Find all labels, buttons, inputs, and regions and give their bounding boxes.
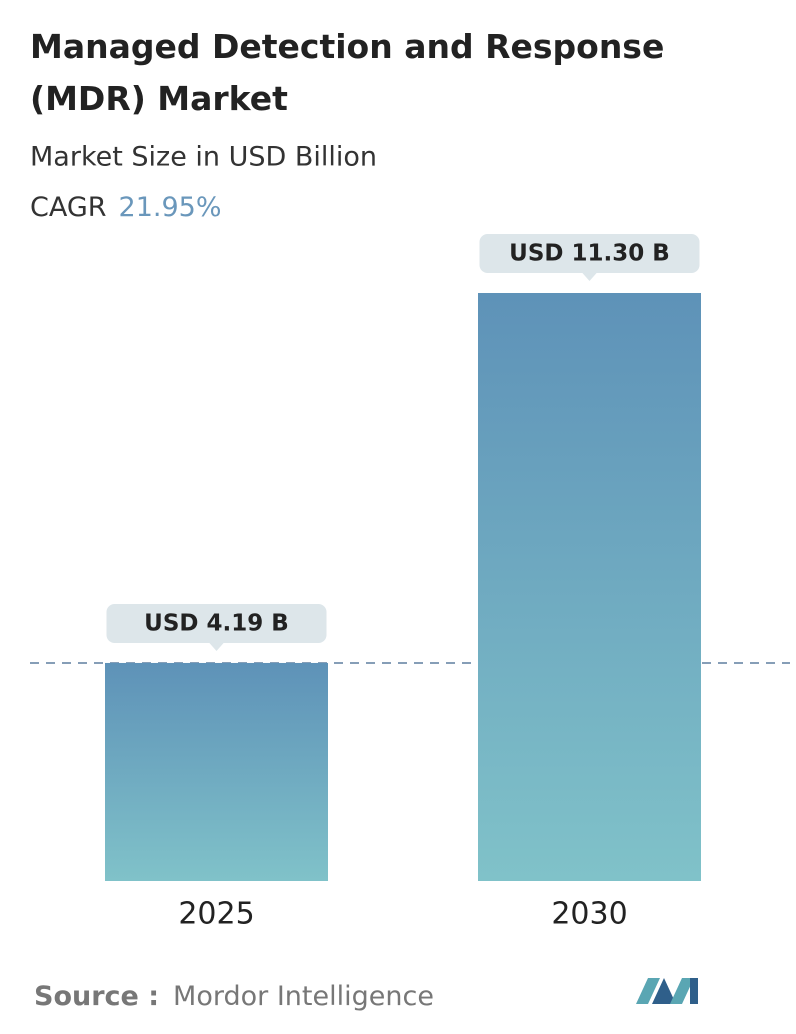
value-label-pointer xyxy=(581,272,598,281)
x-tick-label: 2030 xyxy=(551,897,627,932)
value-label-box xyxy=(106,603,327,643)
source-label: Source : xyxy=(34,981,159,1012)
value-label: USD 4.19 B xyxy=(144,610,289,636)
plot-area: USD 4.19 B 2025 USD 11.30 B 2030 xyxy=(30,234,790,932)
source: Source : Mordor Intelligence xyxy=(34,981,434,1012)
chart-subtitle: Market Size in USD Billion xyxy=(30,142,377,173)
value-label-pointer xyxy=(208,641,225,651)
value-label-box xyxy=(479,234,700,273)
cagr-label: CAGR 21.95% xyxy=(30,192,221,223)
cagr-value: 21.95% xyxy=(119,192,222,223)
source-name: Mordor Intelligence xyxy=(173,981,434,1012)
chart-title: Managed Detection and Response (MDR) Mark… xyxy=(30,27,664,118)
cagr-label-text: CAGR xyxy=(30,192,107,223)
logo xyxy=(636,978,698,1004)
bar xyxy=(105,662,328,881)
bar xyxy=(478,293,701,881)
value-label: USD 11.30 B xyxy=(509,241,670,267)
x-tick-label: 2025 xyxy=(178,897,254,932)
